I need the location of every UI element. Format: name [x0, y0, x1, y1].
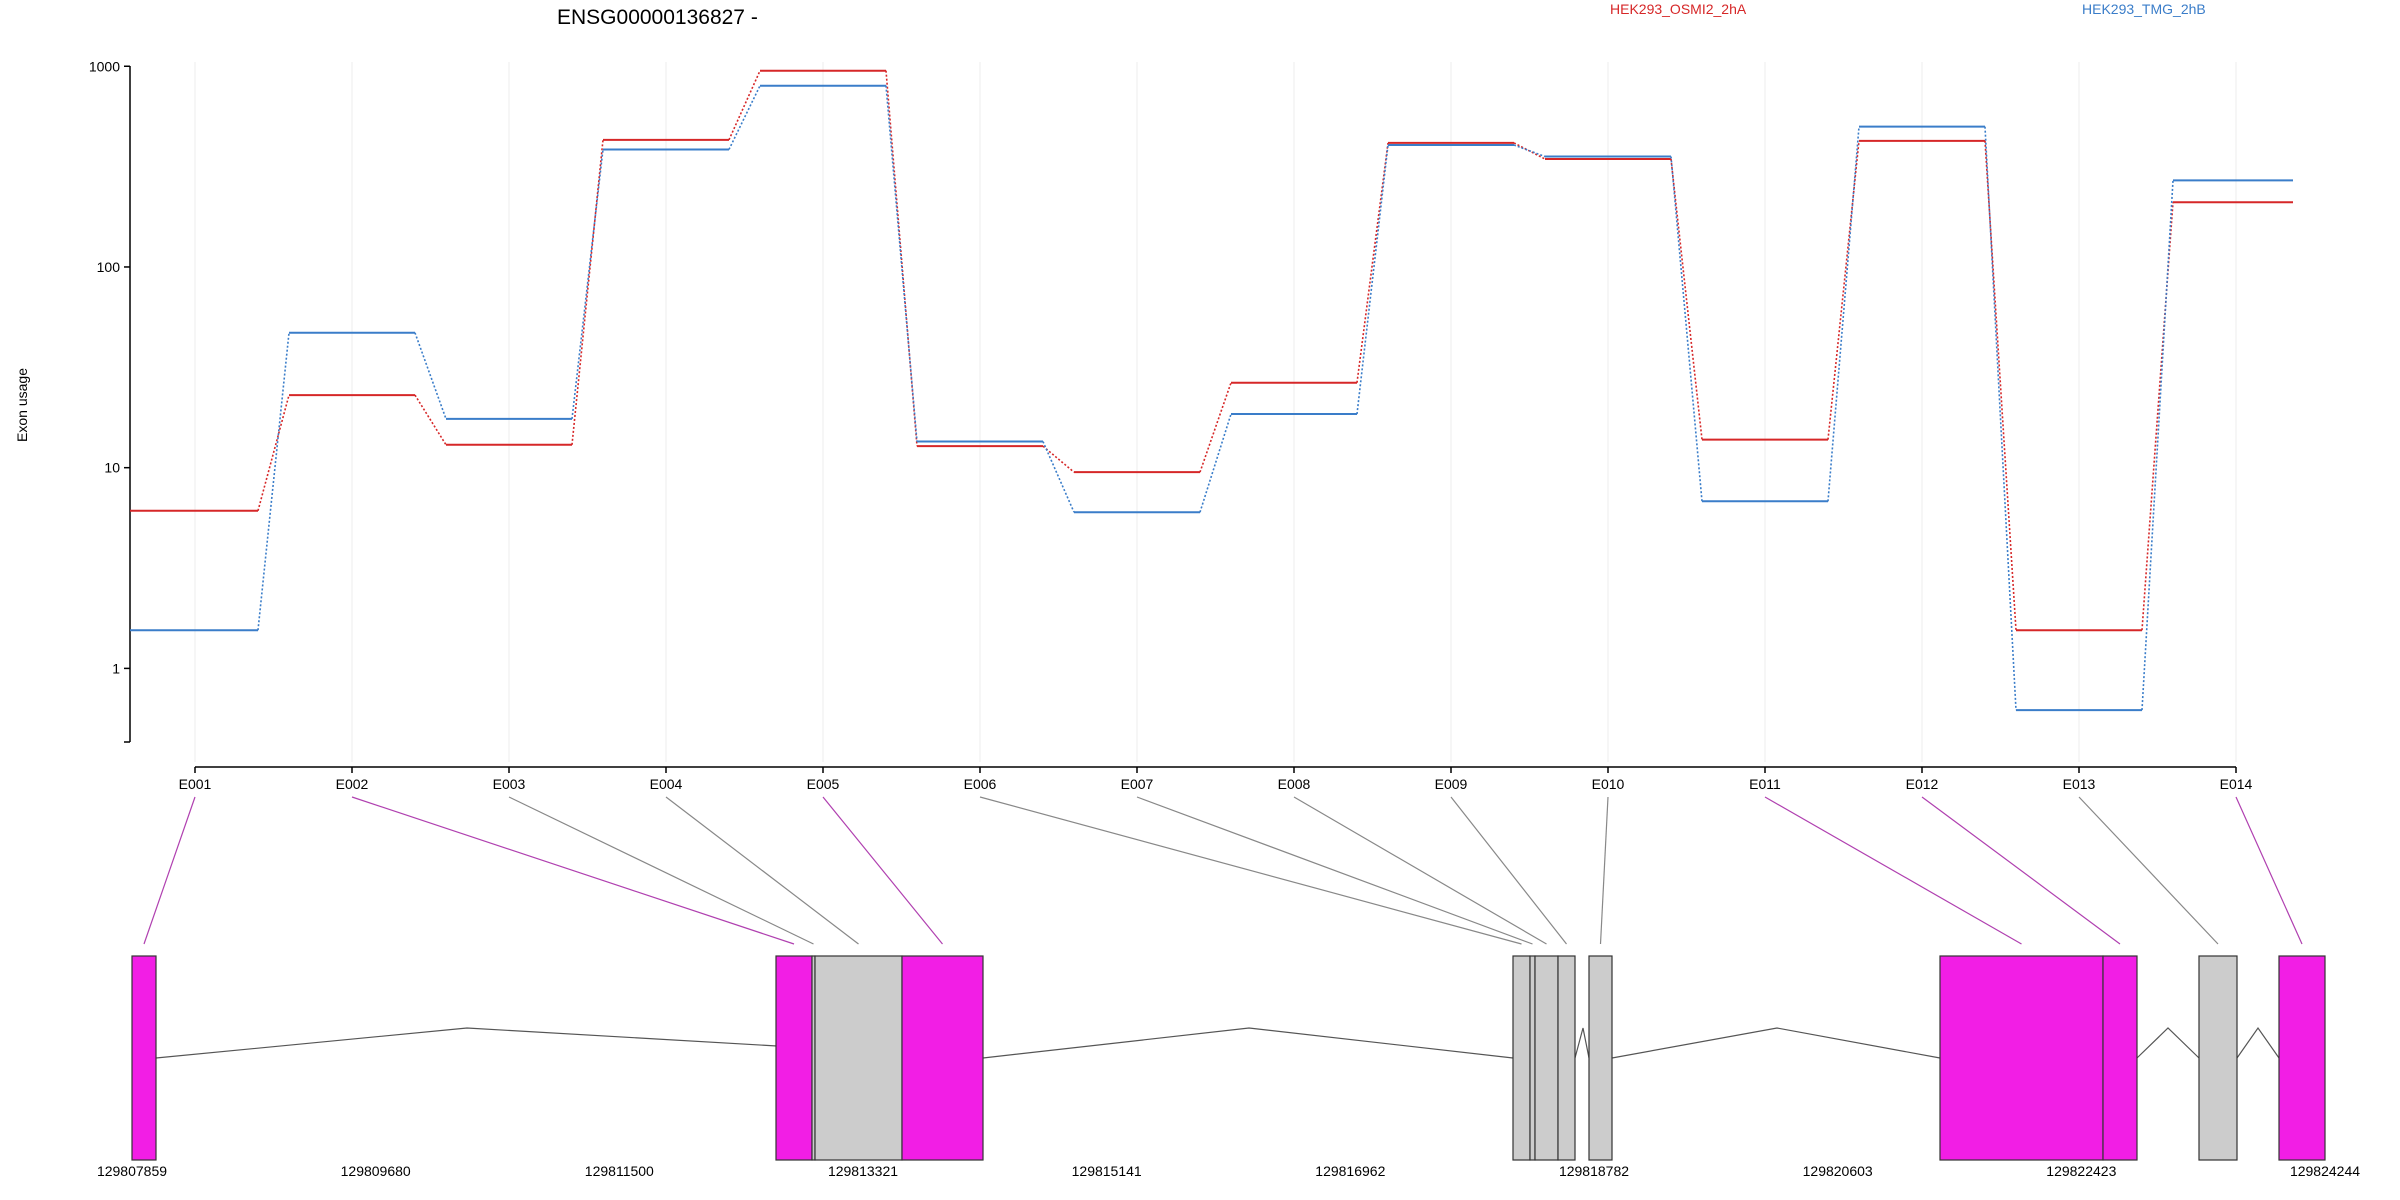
- series-2-connector-E011: [1827, 126, 1860, 502]
- exon-box-E001: [131, 955, 157, 1161]
- genomic-axis: 129807859 129809680 129811500 129813321 1298…: [97, 1163, 2360, 1179]
- x-axis: E001 E002 E003 E004 E005 E006 E007 E008 E009 E010…: [179, 766, 2253, 792]
- y-tick-label-1000: 1000: [89, 58, 120, 74]
- connector-E003: [508, 796, 814, 945]
- exon-box-E014: [2278, 955, 2326, 1161]
- connector-E006: [979, 796, 1522, 945]
- x-tick-label-E009: E009: [1435, 776, 1468, 792]
- connector-E004: [665, 796, 859, 945]
- connector-E002: [351, 796, 795, 945]
- x-tick-label-E002: E002: [336, 776, 369, 792]
- x-tick-label-E005: E005: [807, 776, 840, 792]
- x-tick-label-E003: E003: [493, 776, 526, 792]
- genomic-tick-label-0: 129807859: [97, 1163, 167, 1179]
- exon-connector-lines: [143, 796, 2303, 945]
- series-1-connector-E003: [571, 139, 604, 445]
- intron-4: [1611, 1027, 1941, 1059]
- intron-6: [2236, 1026, 2280, 1059]
- exon-box-E013: [2198, 955, 2238, 1161]
- series-1-connector-E008: [1356, 142, 1389, 383]
- connector-E012: [1921, 796, 2121, 945]
- connector-E010: [1599, 796, 1609, 945]
- x-tick-label-E010: E010: [1592, 776, 1625, 792]
- connector-E007: [1136, 796, 1533, 945]
- y-tick-label-1: 1: [112, 660, 120, 676]
- connector-E005: [822, 796, 943, 945]
- x-tick-label-E013: E013: [2063, 776, 2096, 792]
- series-2-connector-E006: [1042, 441, 1075, 513]
- exon-box-E012: [2102, 955, 2138, 1161]
- x-tick-label-E004: E004: [650, 776, 683, 792]
- x-tick-label-E011: E011: [1749, 776, 1781, 792]
- legend-series-1: HEK293_OSMI2_2hA: [1610, 1, 1747, 17]
- x-tick-label-E007: E007: [1121, 776, 1154, 792]
- series-lines: [130, 69, 2293, 712]
- exon-box-E004: [814, 955, 903, 1161]
- legend-series-2: HEK293_TMG_2hB: [2082, 1, 2206, 17]
- series-2-connector-E012: [1984, 126, 2017, 711]
- series-1-connector-E001: [257, 394, 290, 511]
- genomic-tick-label-6: 129818782: [1559, 1163, 1629, 1179]
- x-tick-label-E001: E001: [179, 776, 212, 792]
- genomic-tick-label-8: 129822423: [2046, 1163, 2116, 1179]
- series-2-connector-E010: [1670, 156, 1703, 502]
- series-2-connector-E004: [728, 85, 761, 150]
- series-2-connector-E001: [257, 332, 290, 631]
- exon-box-E006: [1512, 955, 1531, 1161]
- intron-3: [1574, 1027, 1590, 1059]
- series-1-connector-E006: [1042, 445, 1075, 473]
- y-tick-label-10: 10: [104, 460, 120, 476]
- y-axis: 1 10 100 1000: [89, 58, 131, 743]
- series-2-connector-E005: [885, 85, 918, 442]
- exon-box-E009: [1557, 955, 1576, 1161]
- gene-model: [131, 955, 2326, 1161]
- connector-E009: [1450, 796, 1567, 945]
- genomic-tick-label-9: 129824244: [2290, 1163, 2360, 1179]
- series-2-connector-E002: [414, 332, 447, 420]
- exon-box-E010: [1588, 955, 1613, 1161]
- intron-2: [982, 1027, 1514, 1059]
- series-2-connector-E003: [571, 149, 604, 419]
- x-tick-label-E014: E014: [2220, 776, 2253, 792]
- connector-E011: [1764, 796, 2022, 945]
- connector-E013: [2078, 796, 2219, 945]
- chart-title: ENSG00000136827 -: [557, 6, 758, 29]
- series-2-connector-E009: [1513, 144, 1546, 158]
- exon-box-E007: [1529, 955, 1536, 1161]
- exon-box-E008: [1534, 955, 1559, 1161]
- connector-E008: [1293, 796, 1547, 945]
- connector-E001: [143, 796, 196, 945]
- series-1-connector-E004: [728, 70, 761, 141]
- series-1-connector-E002: [414, 394, 447, 446]
- series-2-connector-E008: [1356, 144, 1389, 415]
- genomic-tick-label-1: 129809680: [341, 1163, 411, 1179]
- y-tick-label-100: 100: [97, 259, 121, 275]
- y-axis-label: Exon usage: [14, 368, 30, 442]
- series-2-connector-E007: [1199, 413, 1232, 513]
- x-tick-label-E006: E006: [964, 776, 997, 792]
- exon-box-E011: [1939, 955, 2104, 1161]
- genomic-tick-label-3: 129813321: [828, 1163, 898, 1179]
- series-1-connector-E012: [1984, 140, 2017, 631]
- series-2-connector-E013: [2141, 180, 2174, 711]
- grid-lines: [194, 62, 2237, 762]
- genomic-tick-label-7: 129820603: [1803, 1163, 1873, 1179]
- genomic-tick-label-5: 129816962: [1315, 1163, 1385, 1179]
- genomic-tick-label-2: 129811500: [585, 1163, 654, 1179]
- x-tick-label-E008: E008: [1278, 776, 1311, 792]
- series-1-connector-E010: [1670, 158, 1703, 440]
- exon-box-E002: [775, 955, 813, 1161]
- intron-5: [2136, 1027, 2200, 1059]
- genomic-tick-label-4: 129815141: [1072, 1163, 1142, 1179]
- x-tick-label-E012: E012: [1906, 776, 1939, 792]
- exon-box-E005: [901, 955, 984, 1161]
- connector-E014: [2235, 796, 2303, 945]
